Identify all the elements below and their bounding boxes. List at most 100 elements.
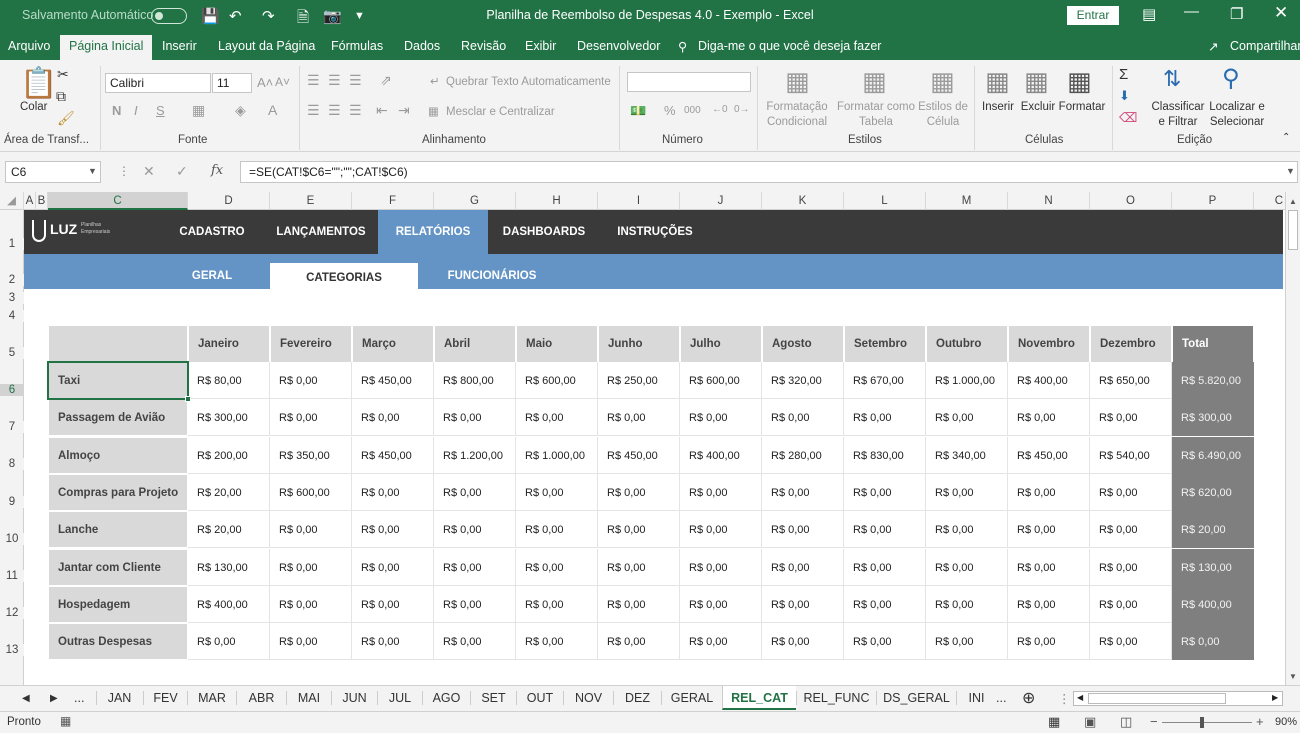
value-cell[interactable]: R$ 130,00 xyxy=(1172,548,1254,586)
macro-record-icon[interactable]: ▦ xyxy=(60,714,72,728)
zoom-slider-thumb[interactable] xyxy=(1200,717,1204,728)
column-header[interactable]: F xyxy=(352,192,434,210)
value-cell[interactable]: R$ 0,00 xyxy=(762,399,844,437)
value-cell[interactable]: R$ 0,00 xyxy=(270,362,352,399)
sort-filter-label-1[interactable]: Classificar xyxy=(1151,101,1205,113)
cancel-icon[interactable]: ✕ xyxy=(143,163,155,179)
save-icon[interactable]: 💾 xyxy=(201,8,220,25)
number-format-select[interactable] xyxy=(627,72,751,92)
sheet-tab[interactable]: FEV xyxy=(143,691,187,705)
vertical-scrollbar[interactable]: ▲ ▼ xyxy=(1285,192,1300,685)
value-cell[interactable]: R$ 0,00 xyxy=(1008,585,1090,623)
prev-sheet-icon[interactable]: ◀ xyxy=(22,693,30,704)
row-header[interactable]: 13 xyxy=(0,644,24,656)
value-cell[interactable]: R$ 0,00 xyxy=(1090,623,1172,661)
value-cell[interactable]: R$ 1.000,00 xyxy=(926,362,1008,399)
value-cell[interactable]: R$ 0,00 xyxy=(762,623,844,661)
category-label[interactable]: Almoço xyxy=(49,437,187,473)
value-cell[interactable]: R$ 0,00 xyxy=(1090,585,1172,623)
value-cell[interactable]: R$ 300,00 xyxy=(1172,399,1254,437)
value-cell[interactable]: R$ 0,00 xyxy=(598,585,680,623)
value-cell[interactable]: R$ 0,00 xyxy=(352,623,434,661)
ribbon-display-icon[interactable]: ▤ xyxy=(1142,6,1157,23)
value-cell[interactable]: R$ 400,00 xyxy=(1172,585,1254,623)
value-cell[interactable]: R$ 0,00 xyxy=(598,473,680,511)
insert-function-icon[interactable]: fx xyxy=(211,163,224,178)
value-cell[interactable]: R$ 0,00 xyxy=(270,548,352,586)
underline-icon[interactable]: S xyxy=(156,103,165,118)
column-header[interactable]: L xyxy=(844,192,926,210)
value-cell[interactable]: R$ 300,00 xyxy=(188,399,270,437)
value-cell[interactable]: R$ 0,00 xyxy=(1090,399,1172,437)
tab-formulas[interactable]: Fórmulas xyxy=(331,39,384,53)
camera-icon[interactable]: 📷 xyxy=(323,8,342,25)
value-cell[interactable]: R$ 130,00 xyxy=(188,548,270,586)
format-table-label-2[interactable]: Tabela xyxy=(859,116,893,128)
value-cell[interactable]: R$ 0,00 xyxy=(762,548,844,586)
wrap-text-button[interactable]: Quebrar Texto Automaticamente xyxy=(446,76,611,88)
value-cell[interactable]: R$ 0,00 xyxy=(844,511,926,549)
normal-view-icon[interactable]: ▦ xyxy=(1048,714,1061,729)
value-cell[interactable]: R$ 0,00 xyxy=(1008,623,1090,661)
sheet-tab[interactable]: DS_GERAL xyxy=(876,691,956,705)
font-name-select[interactable]: Calibri xyxy=(105,73,211,93)
fill-icon[interactable]: ⬇ xyxy=(1119,88,1130,103)
value-cell[interactable]: R$ 320,00 xyxy=(762,362,844,399)
value-cell[interactable]: R$ 0,00 xyxy=(434,511,516,549)
value-cell[interactable]: R$ 0,00 xyxy=(844,585,926,623)
value-cell[interactable]: R$ 0,00 xyxy=(680,511,762,549)
value-cell[interactable]: R$ 0,00 xyxy=(926,623,1008,661)
sheets-left-ellipsis[interactable]: ... xyxy=(74,691,85,705)
merge-center-button[interactable]: Mesclar e Centralizar xyxy=(446,106,555,118)
currency-icon[interactable]: 💵 xyxy=(630,103,647,118)
column-header[interactable]: E xyxy=(270,192,352,210)
value-cell[interactable]: R$ 0,00 xyxy=(1172,623,1254,661)
value-cell[interactable]: R$ 0,00 xyxy=(434,548,516,586)
value-cell[interactable]: R$ 540,00 xyxy=(1090,436,1172,474)
scroll-up-icon[interactable]: ▲ xyxy=(1289,197,1297,206)
value-cell[interactable]: R$ 280,00 xyxy=(762,436,844,474)
tab-arquivo[interactable]: Arquivo xyxy=(8,39,51,53)
sheet-tab[interactable]: NOV xyxy=(563,691,613,705)
row-header[interactable]: 10 xyxy=(0,533,24,545)
value-cell[interactable]: R$ 0,00 xyxy=(1090,511,1172,549)
zoom-level[interactable]: 90% xyxy=(1275,716,1298,728)
column-header[interactable]: K xyxy=(762,192,844,210)
value-cell[interactable]: R$ 0,00 xyxy=(844,399,926,437)
value-cell[interactable]: R$ 1.200,00 xyxy=(434,436,516,474)
orientation-icon[interactable]: ⇗ xyxy=(380,72,392,88)
value-cell[interactable]: R$ 0,00 xyxy=(434,585,516,623)
conditional-format-label-1[interactable]: Formatação xyxy=(766,101,828,113)
clear-icon[interactable]: ⌫ xyxy=(1119,110,1138,125)
collapse-ribbon-icon[interactable]: ⌃ xyxy=(1282,132,1291,143)
value-cell[interactable]: R$ 600,00 xyxy=(516,362,598,399)
insert-cells-button[interactable]: Inserir xyxy=(982,101,1014,113)
italic-icon[interactable]: I xyxy=(134,103,138,118)
value-cell[interactable]: R$ 0,00 xyxy=(762,511,844,549)
value-cell[interactable]: R$ 0,00 xyxy=(926,511,1008,549)
zoom-slider[interactable] xyxy=(1162,722,1252,723)
value-cell[interactable]: R$ 1.000,00 xyxy=(516,436,598,474)
new-sheet-icon[interactable]: ⊕ xyxy=(1022,690,1036,707)
value-cell[interactable]: R$ 0,00 xyxy=(926,585,1008,623)
column-header[interactable]: M xyxy=(926,192,1008,210)
close-icon[interactable]: ✕ xyxy=(1274,3,1289,22)
print-preview-icon[interactable]: 🗎 xyxy=(297,9,310,26)
sheet-tab[interactable]: JUN xyxy=(331,691,377,705)
value-cell[interactable]: R$ 0,00 xyxy=(270,585,352,623)
row-header[interactable]: 5 xyxy=(0,347,24,359)
sheet-tab[interactable]: MAI xyxy=(286,691,331,705)
format-painter-icon[interactable]: 🖌 xyxy=(57,110,75,126)
undo-icon[interactable]: ↶ xyxy=(229,8,242,25)
sheet-tab[interactable]: AGO xyxy=(422,691,470,705)
align-top-icon[interactable]: ☰ xyxy=(307,72,320,88)
row-header[interactable]: 4 xyxy=(0,310,24,322)
row-header[interactable]: 8 xyxy=(0,458,24,470)
value-cell[interactable]: R$ 20,00 xyxy=(188,511,270,549)
enter-icon[interactable]: ✓ xyxy=(176,163,188,179)
value-cell[interactable]: R$ 250,00 xyxy=(598,362,680,399)
sheet-tab[interactable]: ABR xyxy=(236,691,286,705)
sheet-tab[interactable]: SET xyxy=(470,691,516,705)
value-cell[interactable]: R$ 0,00 xyxy=(598,399,680,437)
align-bottom-icon[interactable]: ☰ xyxy=(349,72,362,88)
